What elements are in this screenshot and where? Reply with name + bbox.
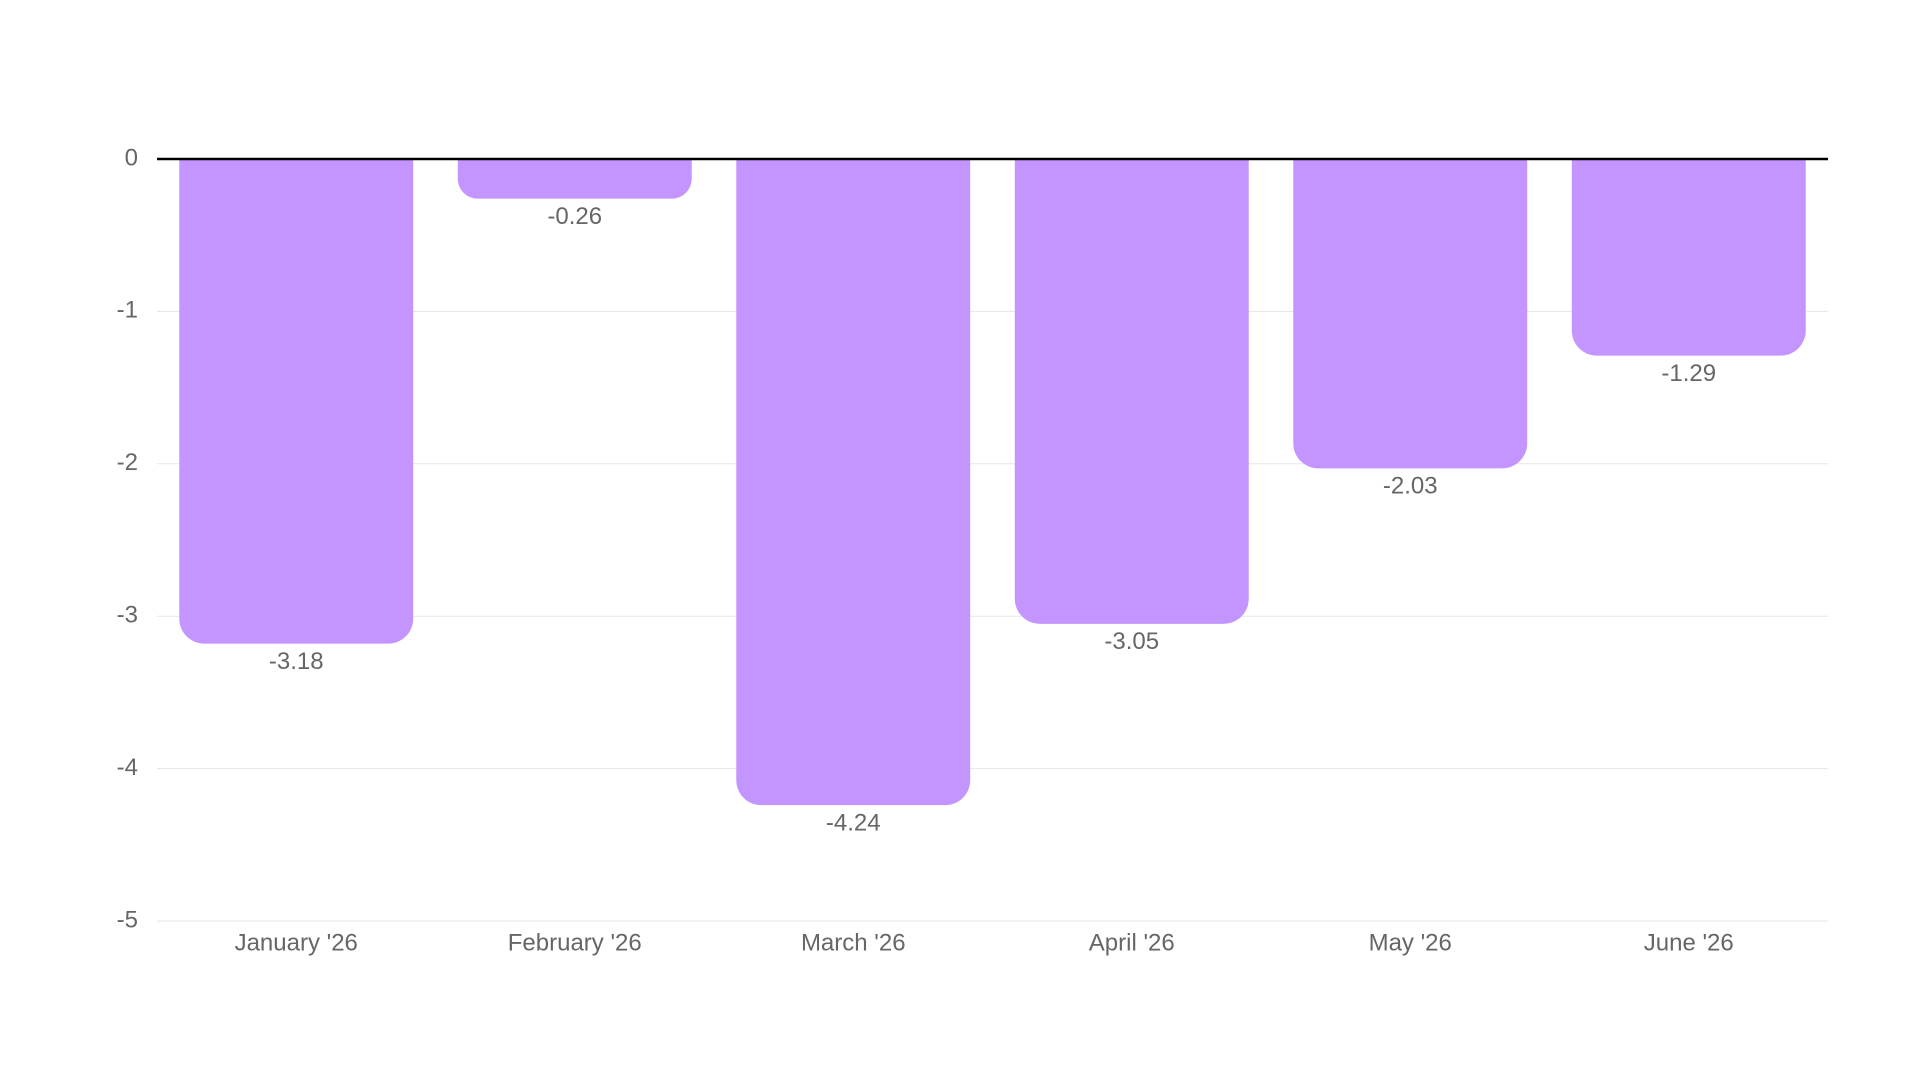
bar: [1571, 159, 1806, 356]
y-tick-label: -4: [117, 754, 138, 781]
bar: [1293, 159, 1528, 469]
value-label: -3.18: [269, 648, 324, 675]
bar: [457, 159, 692, 199]
x-tick-label: May '26: [1369, 929, 1452, 956]
value-label: -1.29: [1661, 360, 1716, 387]
x-tick-label: April '26: [1089, 929, 1175, 956]
value-label: -3.05: [1104, 628, 1159, 655]
x-tick-label: March '26: [801, 929, 906, 956]
value-label: -0.26: [547, 203, 602, 230]
bar: [1014, 159, 1249, 624]
value-label: -4.24: [826, 810, 881, 837]
bar: [179, 159, 414, 644]
y-tick-label: -2: [117, 449, 138, 476]
y-tick-label: 0: [125, 144, 138, 171]
x-tick-label: June '26: [1644, 929, 1734, 956]
y-tick-label: -5: [117, 906, 138, 933]
x-tick-label: February '26: [508, 929, 642, 956]
x-tick-label: January '26: [235, 929, 358, 956]
bar: [736, 159, 971, 806]
y-tick-label: -1: [117, 297, 138, 324]
value-label: -2.03: [1383, 473, 1438, 500]
y-tick-label: -3: [117, 602, 138, 629]
